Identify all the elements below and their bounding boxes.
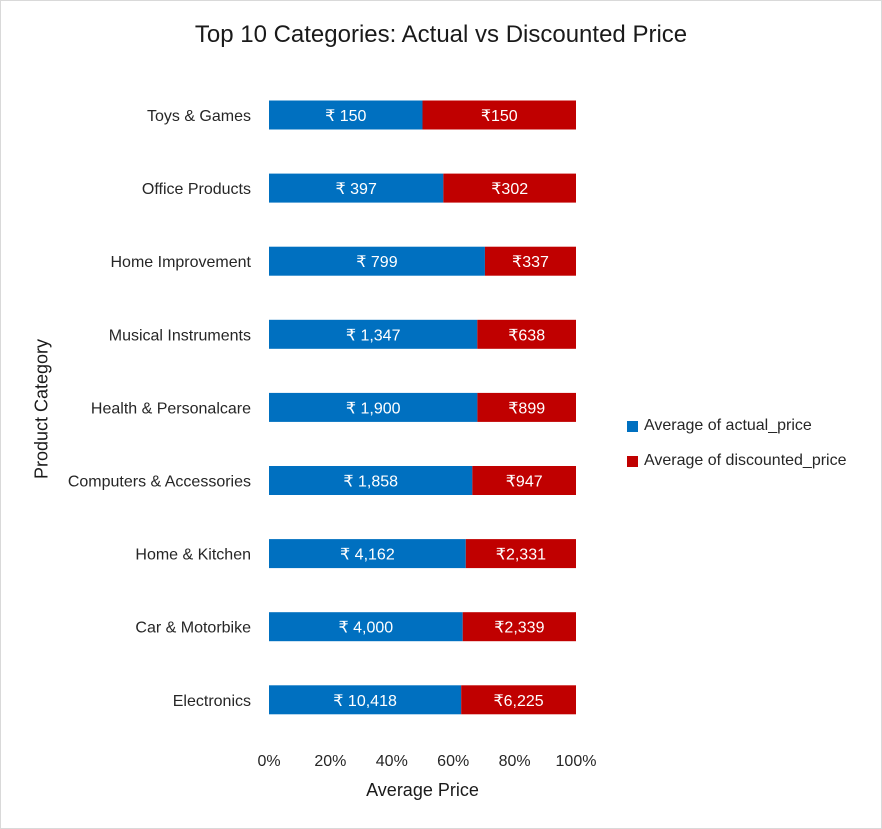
bar-discounted-office-products [443,173,576,203]
bar-discounted-car-and-motorbike [462,612,576,642]
x-tick-label: 0% [257,753,280,770]
chart-title: Top 10 Categories: Actual vs Discounted … [194,21,688,48]
data-label-discounted-home-and-kitchen: ₹2,331 [496,547,546,564]
legend-swatch-discounted-price [627,455,638,467]
bar-actual-home-and-kitchen [269,539,466,569]
legend-label-actual-price: Average of actual_price [644,417,812,434]
bar-actual-toys-and-games [269,100,423,130]
category-label-musical-instruments: Musical Instruments [109,327,251,344]
x-tick-label: 100% [556,753,597,770]
legend-item-discounted-price: Average of discounted_price [627,448,847,474]
x-tick-label: 60% [437,753,469,770]
bar-actual-car-and-motorbike [269,612,463,642]
bar-discounted-home-improvement [484,246,576,276]
category-label-home-and-kitchen: Home & Kitchen [135,547,251,564]
bar-actual-musical-instruments [269,319,478,349]
bar-discounted-health-and-personalcare [477,392,576,422]
y-axis-title: Product Category [31,338,52,480]
bar-actual-home-improvement [269,246,485,276]
x-tick-label: 20% [314,753,346,770]
data-label-actual-toys-and-games: ₹ 150 [325,108,366,125]
bar-actual-electronics [269,685,462,715]
data-label-actual-computers-and-accessories: ₹ 1,858 [343,474,398,491]
data-label-discounted-health-and-personalcare: ₹899 [508,400,545,417]
data-label-actual-car-and-motorbike: ₹ 4,000 [339,620,394,637]
bar-actual-health-and-personalcare [269,392,478,422]
data-label-discounted-home-improvement: ₹337 [512,254,549,271]
data-label-actual-office-products: ₹ 397 [336,181,377,198]
legend-swatch-actual-price [627,420,638,432]
bar-actual-office-products [269,173,444,203]
legend-item-actual-price: Average of actual_price [627,413,847,439]
data-label-discounted-office-products: ₹302 [491,181,528,198]
bar-discounted-electronics [461,685,576,715]
bar-discounted-home-and-kitchen [465,539,576,569]
data-label-actual-electronics: ₹ 10,418 [333,693,397,710]
category-label-health-and-personalcare: Health & Personalcare [91,400,251,417]
bar-actual-computers-and-accessories [269,466,473,495]
category-label-toys-and-games: Toys & Games [147,108,251,125]
bar-discounted-musical-instruments [477,319,576,349]
category-label-electronics: Electronics [173,693,251,710]
legend: Average of actual_price Average of disco… [627,413,847,483]
bar-discounted-toys-and-games [422,100,576,130]
data-label-actual-musical-instruments: ₹ 1,347 [346,327,401,344]
category-label-computers-and-accessories: Computers & Accessories [68,474,251,491]
legend-label-discounted-price: Average of discounted_price [644,452,847,469]
data-label-actual-health-and-personalcare: ₹ 1,900 [346,400,401,417]
data-label-discounted-computers-and-accessories: ₹947 [506,474,543,491]
x-axis-title: Average Price [366,780,479,800]
data-label-discounted-car-and-motorbike: ₹2,339 [494,620,544,637]
bar-discounted-computers-and-accessories [472,466,576,495]
x-tick-label: 80% [499,753,531,770]
data-label-discounted-electronics: ₹6,225 [493,693,543,710]
category-label-car-and-motorbike: Car & Motorbike [135,620,251,637]
data-label-discounted-toys-and-games: ₹150 [481,108,518,125]
x-tick-label: 40% [376,753,408,770]
data-label-discounted-musical-instruments: ₹638 [508,327,545,344]
category-label-office-products: Office Products [142,181,251,198]
data-label-actual-home-improvement: ₹ 799 [356,254,397,271]
category-label-home-improvement: Home Improvement [111,254,252,271]
data-label-actual-home-and-kitchen: ₹ 4,162 [340,547,395,564]
